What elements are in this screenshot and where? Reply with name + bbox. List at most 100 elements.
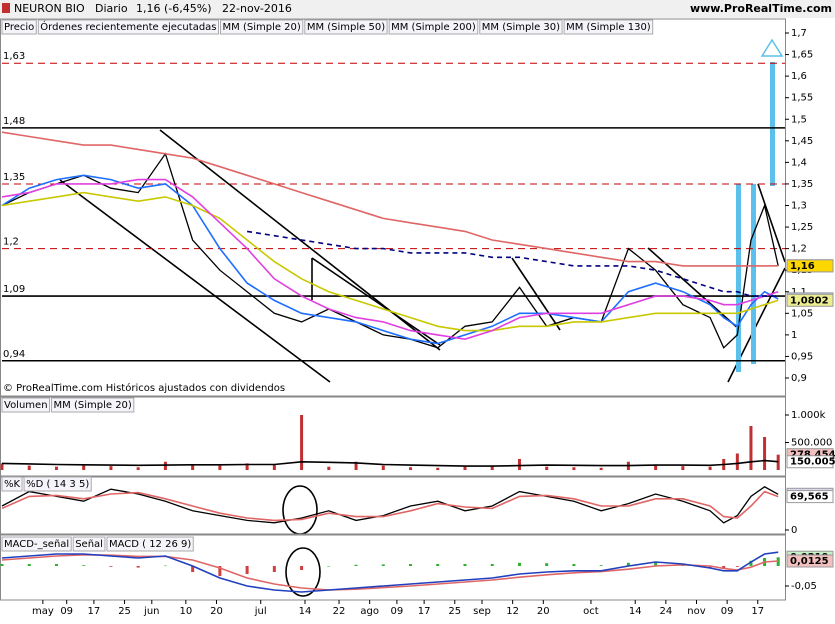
- y-tick-label: 1,4: [791, 157, 807, 168]
- bar: [599, 467, 603, 470]
- legend-box: [220, 19, 304, 35]
- bar: [272, 465, 276, 470]
- annotations: [59, 129, 786, 597]
- x-tick-label: 09: [60, 606, 73, 617]
- highlight-ellipse: [282, 485, 318, 535]
- bar: [245, 566, 249, 574]
- series-line: [1, 191, 779, 332]
- value-marker: [786, 490, 834, 504]
- bar: [109, 566, 113, 567]
- y-tick-label: 1,6: [791, 71, 807, 82]
- bar: [354, 461, 358, 470]
- bar: [381, 465, 385, 470]
- y-tick-label: 1,65: [791, 50, 813, 61]
- bar: [218, 566, 222, 576]
- value-marker-label: 0,0125: [790, 556, 829, 567]
- y-tick-label: 1,2: [791, 244, 807, 255]
- bar: [517, 562, 521, 566]
- x-tick-label: ago: [360, 606, 379, 617]
- bar: [708, 566, 712, 568]
- trend-line: [757, 183, 786, 263]
- value-marker-label: 150.005: [790, 457, 835, 468]
- legend-box: [1, 536, 72, 552]
- legend-box: [563, 19, 654, 35]
- x-tick-label: jun: [143, 606, 159, 617]
- legend-entry: Señal: [75, 539, 103, 550]
- y-tick-label: 1,5: [791, 114, 807, 125]
- bar: [54, 564, 58, 566]
- level-label: 1,48: [3, 116, 25, 127]
- panel-frame: [0, 476, 786, 535]
- bar: [436, 564, 440, 566]
- bar: [354, 564, 358, 566]
- panel-frame: [0, 18, 786, 397]
- note: © ProRealTime.com Históricos ajustados c…: [3, 382, 285, 394]
- bar: [654, 465, 658, 470]
- bar: [763, 437, 767, 470]
- value-marker-label: 69,565: [790, 492, 829, 503]
- site: www.ProRealTime.com: [690, 2, 832, 15]
- x-tick-label: 09: [391, 606, 404, 617]
- legend-entry: MACD-_señal: [4, 539, 69, 550]
- x-tick-label: 22: [333, 606, 346, 617]
- x-tick-label: 09: [721, 606, 734, 617]
- trend-line: [311, 257, 441, 346]
- bar: [572, 467, 576, 470]
- x-tick-label: 25: [448, 606, 461, 617]
- trend-line: [647, 247, 741, 331]
- x-tick-label: 12: [506, 606, 519, 617]
- value-marker-label: 1,0802: [790, 295, 829, 306]
- legend-entry: MM (Simple 20): [223, 22, 301, 33]
- bar: [191, 464, 195, 470]
- x-tick-label: 24: [659, 606, 672, 617]
- legend-box: [479, 19, 563, 35]
- bar: [599, 565, 603, 566]
- x-tick-label: oct: [583, 606, 599, 617]
- bar: [272, 566, 276, 572]
- date: 22-nov-2016: [222, 2, 292, 15]
- bar: [708, 466, 712, 470]
- legend-box: [37, 19, 220, 35]
- bar: [490, 466, 494, 470]
- y-tick-label: 500.000: [791, 438, 832, 449]
- panel-frame: [0, 534, 786, 601]
- x-tick-label: 17: [88, 606, 101, 617]
- level-label: 0,94: [3, 349, 25, 360]
- projection-bar: [770, 62, 775, 186]
- legend-entry: Órdenes recientemente ejecutadas: [40, 20, 216, 33]
- y-tick-label: 0,9: [791, 373, 807, 384]
- period: Diario: [95, 2, 128, 15]
- series-line: [1, 174, 779, 345]
- series-line: [1, 152, 779, 349]
- projection-bar: [751, 184, 756, 364]
- projection: [736, 38, 784, 372]
- trend-line: [59, 179, 331, 383]
- bar: [245, 463, 249, 470]
- bar: [735, 566, 739, 567]
- bar: [735, 453, 739, 470]
- x-tick-label: may: [32, 606, 54, 617]
- x-tick-label: 20: [210, 606, 223, 617]
- bar: [300, 415, 304, 470]
- level-label: 1,09: [3, 284, 25, 295]
- y-tick-label: 0,95: [791, 351, 813, 362]
- bar: [27, 564, 31, 566]
- symbol: NEURON BIO: [14, 2, 85, 15]
- x-tick-label: sep: [473, 606, 491, 617]
- legend-box: [23, 476, 92, 492]
- value-marker: [786, 293, 834, 307]
- y-tick-label: 1,35: [791, 179, 813, 190]
- bar: [749, 560, 753, 566]
- legend-entry: MM (Simple 200): [391, 22, 476, 33]
- bar: [409, 564, 413, 566]
- x-tick-label: jul: [254, 606, 267, 617]
- bar: [626, 562, 630, 566]
- bar: [300, 566, 304, 570]
- bar: [27, 465, 31, 470]
- projection-target: [760, 38, 784, 57]
- series-line: [246, 230, 779, 297]
- level-label: 1,35: [3, 172, 25, 183]
- series-line: [1, 490, 779, 522]
- y-tick-label: 1,1: [791, 287, 807, 298]
